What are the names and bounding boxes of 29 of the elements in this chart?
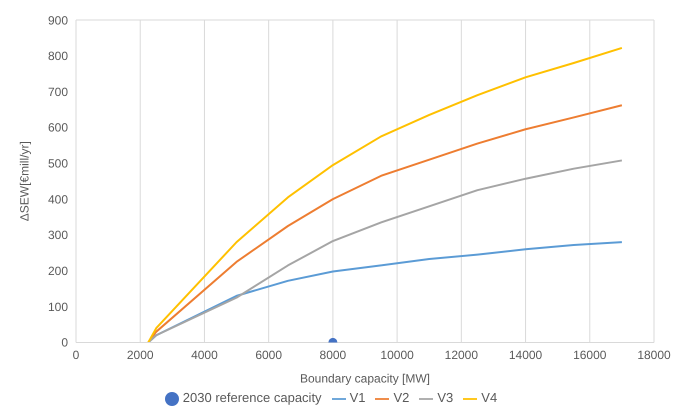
y-tick-label: 200 [48,264,68,278]
y-tick-label: 500 [48,156,68,171]
y-tick-label: 900 [48,13,68,28]
x-tick-label: 4000 [191,348,218,362]
legend-label: V3 [437,390,454,406]
y-tick-label: 600 [48,120,68,135]
legend-label: V2 [393,390,410,406]
x-tick-label: 10000 [380,348,414,362]
y-tick-label: 0 [61,336,68,350]
x-axis-title: Boundary capacity [MW] [300,371,430,386]
y-axis-title: ΔSEW[€mill/yr] [17,141,32,222]
line-series [147,46,623,342]
y-tick-label: 400 [48,192,68,206]
x-tick-label: 12000 [444,348,478,362]
x-tick-label: 0 [72,348,80,362]
line-series [147,159,623,342]
y-tick-label: 300 [48,228,68,242]
y-tick-label: 800 [48,49,68,64]
legend-label: V1 [350,390,366,406]
y-tick-label: 100 [48,300,68,314]
x-tick-label: 14000 [508,348,543,362]
x-tick-label: 16000 [573,348,607,362]
y-tick-label: 700 [48,84,68,99]
x-tick-label: 18000 [637,348,672,362]
x-tick-label: 6000 [255,348,282,362]
x-tick-label: 2000 [126,348,154,362]
legend-label: 2030 reference capacity [182,390,322,406]
x-tick-label: 8000 [320,348,347,362]
legend-label: V4 [481,390,498,406]
